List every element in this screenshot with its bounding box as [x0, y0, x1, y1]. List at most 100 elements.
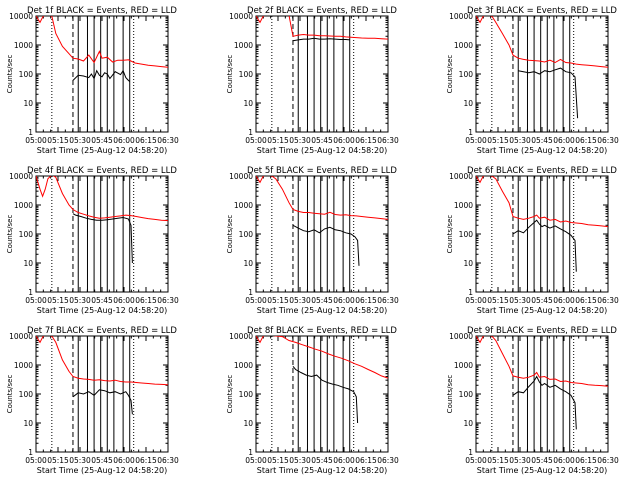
- y-tick-label: 1000: [234, 361, 253, 370]
- plot-frame: [35, 335, 169, 453]
- plot-frame: [255, 335, 389, 453]
- panel-title: Det 8f BLACK = Events, RED = LLD: [247, 326, 397, 336]
- panel-4: 1 10 100 1000 10000 05:00 05:15 05:30 05:45 06:00…: [6, 166, 179, 315]
- y-tick-label: 1000: [454, 201, 473, 210]
- panel-7: 1 10 100 1000 10000 05:00 05:15 05:30 05:45 06:00…: [6, 326, 179, 475]
- y-tick-label: 1000: [454, 361, 473, 370]
- x-tick-label: 06:15: [355, 136, 377, 145]
- x-tick-label: 05:15: [47, 136, 69, 145]
- x-axis-label: Start Time (25-Aug-12 04:58:20): [477, 146, 608, 155]
- y-tick-label: 1000: [234, 41, 253, 50]
- y-tick-label: 10: [463, 99, 473, 108]
- x-tick-label: 06:30: [597, 456, 619, 465]
- plot-frame: [475, 335, 609, 453]
- series-line-events: [292, 37, 350, 42]
- y-tick-label: 100: [239, 70, 254, 79]
- x-tick-label: 05:30: [509, 136, 531, 145]
- x-axis-label: Start Time (25-Aug-12 04:58:20): [257, 306, 388, 315]
- x-tick-label: 06:15: [355, 296, 377, 305]
- plot-frame: [255, 15, 389, 133]
- x-tick-label: 05:30: [69, 456, 91, 465]
- x-axis-label: Start Time (25-Aug-12 04:58:20): [257, 146, 388, 155]
- x-tick-label: 06:00: [113, 136, 135, 145]
- series-line-events: [72, 389, 133, 415]
- series-line-lld: [36, 176, 168, 222]
- x-tick-label: 06:00: [553, 136, 575, 145]
- panel-title: Det 6f BLACK = Events, RED = LLD: [467, 166, 617, 176]
- x-tick-label: 06:30: [157, 296, 179, 305]
- panel-8: 1 10 100 1000 10000 05:00 05:15 05:30 05:45 06:00…: [226, 326, 399, 475]
- plot-frame: [255, 175, 389, 293]
- y-tick-label: 100: [19, 230, 34, 239]
- y-tick-label: 10000: [9, 12, 33, 21]
- x-tick-label: 06:15: [575, 136, 597, 145]
- y-axis-label: Counts/sec: [6, 375, 14, 414]
- panel-title: Det 1f BLACK = Events, RED = LLD: [27, 6, 177, 16]
- panel-title: Det 2f BLACK = Events, RED = LLD: [247, 6, 397, 16]
- series-line-lld: [476, 176, 608, 228]
- x-tick-label: 05:15: [47, 296, 69, 305]
- x-tick-label: 05:00: [25, 296, 47, 305]
- y-axis-label: Counts/sec: [226, 215, 234, 254]
- y-tick-label: 1: [248, 288, 253, 297]
- series-line-events: [292, 365, 359, 424]
- x-tick-label: 05:45: [311, 136, 333, 145]
- y-tick-label: 1: [28, 128, 33, 137]
- x-tick-label: 06:30: [597, 136, 619, 145]
- x-axis-label: Start Time (25-Aug-12 04:58:20): [257, 466, 388, 475]
- x-tick-label: 05:15: [267, 456, 289, 465]
- y-axis-label: Counts/sec: [446, 375, 454, 414]
- y-tick-label: 10: [243, 99, 253, 108]
- x-tick-label: 05:45: [311, 296, 333, 305]
- y-tick-label: 100: [459, 230, 474, 239]
- series-line-events: [512, 219, 577, 272]
- x-tick-label: 05:00: [465, 456, 487, 465]
- x-tick-label: 05:00: [465, 136, 487, 145]
- x-tick-label: 06:15: [575, 456, 597, 465]
- y-tick-label: 1000: [454, 41, 473, 50]
- x-tick-label: 06:15: [355, 456, 377, 465]
- series-line-lld: [256, 16, 388, 40]
- x-axis-label: Start Time (25-Aug-12 04:58:20): [37, 306, 168, 315]
- y-tick-label: 100: [459, 390, 474, 399]
- y-tick-label: 10000: [449, 332, 473, 341]
- y-tick-label: 10000: [449, 172, 473, 181]
- y-axis-label: Counts/sec: [226, 55, 234, 94]
- series-line-lld: [256, 336, 388, 379]
- panel-title: Det 7f BLACK = Events, RED = LLD: [27, 326, 177, 336]
- x-tick-label: 05:30: [289, 456, 311, 465]
- x-axis-label: Start Time (25-Aug-12 04:58:20): [37, 146, 168, 155]
- y-tick-label: 10: [243, 419, 253, 428]
- y-tick-label: 1000: [14, 201, 33, 210]
- x-tick-label: 06:00: [333, 456, 355, 465]
- y-tick-label: 10000: [229, 12, 253, 21]
- y-tick-label: 10000: [9, 172, 33, 181]
- y-tick-label: 1: [28, 288, 33, 297]
- x-tick-label: 06:00: [333, 136, 355, 145]
- y-axis-label: Counts/sec: [6, 215, 14, 254]
- x-tick-label: 05:45: [91, 136, 113, 145]
- y-tick-label: 100: [239, 230, 254, 239]
- x-axis-label: Start Time (25-Aug-12 04:58:20): [477, 306, 608, 315]
- x-tick-label: 05:15: [487, 136, 509, 145]
- y-tick-label: 1000: [14, 41, 33, 50]
- x-tick-label: 06:30: [377, 296, 399, 305]
- y-axis-label: Counts/sec: [6, 55, 14, 94]
- x-tick-label: 05:30: [69, 136, 91, 145]
- x-tick-label: 06:00: [113, 456, 135, 465]
- series-line-lld: [476, 336, 608, 387]
- x-tick-label: 05:00: [465, 296, 487, 305]
- panel-1: 1 10 100 1000 10000 05:00 05:15 05:30 05:45 06:00…: [6, 6, 179, 155]
- x-tick-label: 06:00: [333, 296, 355, 305]
- series-line-events: [292, 224, 360, 266]
- y-tick-label: 100: [239, 390, 254, 399]
- y-tick-label: 100: [19, 70, 34, 79]
- y-tick-label: 1: [248, 448, 253, 457]
- x-tick-label: 05:30: [289, 136, 311, 145]
- y-tick-label: 100: [19, 390, 34, 399]
- y-tick-label: 1: [28, 448, 33, 457]
- panel-5: 1 10 100 1000 10000 05:00 05:15 05:30 05:45 06:00…: [226, 166, 399, 315]
- x-tick-label: 05:45: [311, 456, 333, 465]
- y-tick-label: 1: [468, 448, 473, 457]
- x-tick-label: 05:15: [47, 456, 69, 465]
